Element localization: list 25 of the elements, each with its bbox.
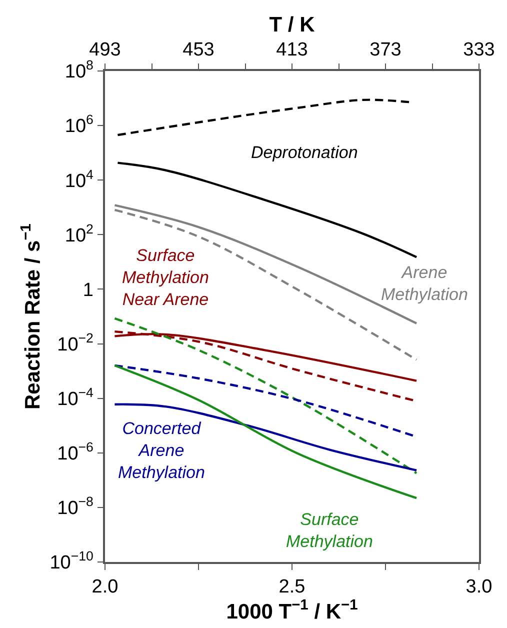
series-label: Arene Methylation (381, 263, 468, 304)
x2-axis-title: T / K (269, 13, 315, 36)
x-tick-label: 2.0 (92, 576, 118, 598)
series-label: Surface Methylation Near Arene (122, 246, 209, 310)
y-tick-label: 10$^{−6}$ (57, 440, 94, 465)
x-tick-label: 3.0 (466, 576, 492, 598)
y-tick-label: 10$^{6}$ (64, 112, 94, 138)
series-label: Concerted Arene Methylation (118, 419, 205, 482)
y-tick-label: 10$^{2}$ (64, 221, 94, 246)
y-tick-label: 10$^{−10}$ (50, 548, 94, 574)
y-tick-label: 10$^{−4}$ (57, 385, 94, 410)
y-tick-label: 10$^{−8}$ (57, 494, 94, 520)
x-axis-title: 1000 T$^{−1}$ / K$^{−1}$ (226, 598, 358, 624)
y-tick-label: 1 (82, 280, 94, 301)
y-tick-label: 10$^{−2}$ (57, 330, 94, 356)
line-series (116, 98, 412, 136)
series-label: Deprotonation (251, 143, 358, 162)
x2-tick-label: 333 (463, 40, 495, 61)
y-tick-label: 10$^{4}$ (64, 166, 94, 192)
x2-tick-label: 413 (276, 40, 308, 61)
x2-tick-label: 453 (182, 40, 214, 61)
line-series (114, 364, 418, 500)
series-label: Surface Methylation (286, 510, 373, 552)
x-tick-label: 2.5 (278, 576, 306, 598)
x2-tick-label: 373 (370, 40, 402, 61)
